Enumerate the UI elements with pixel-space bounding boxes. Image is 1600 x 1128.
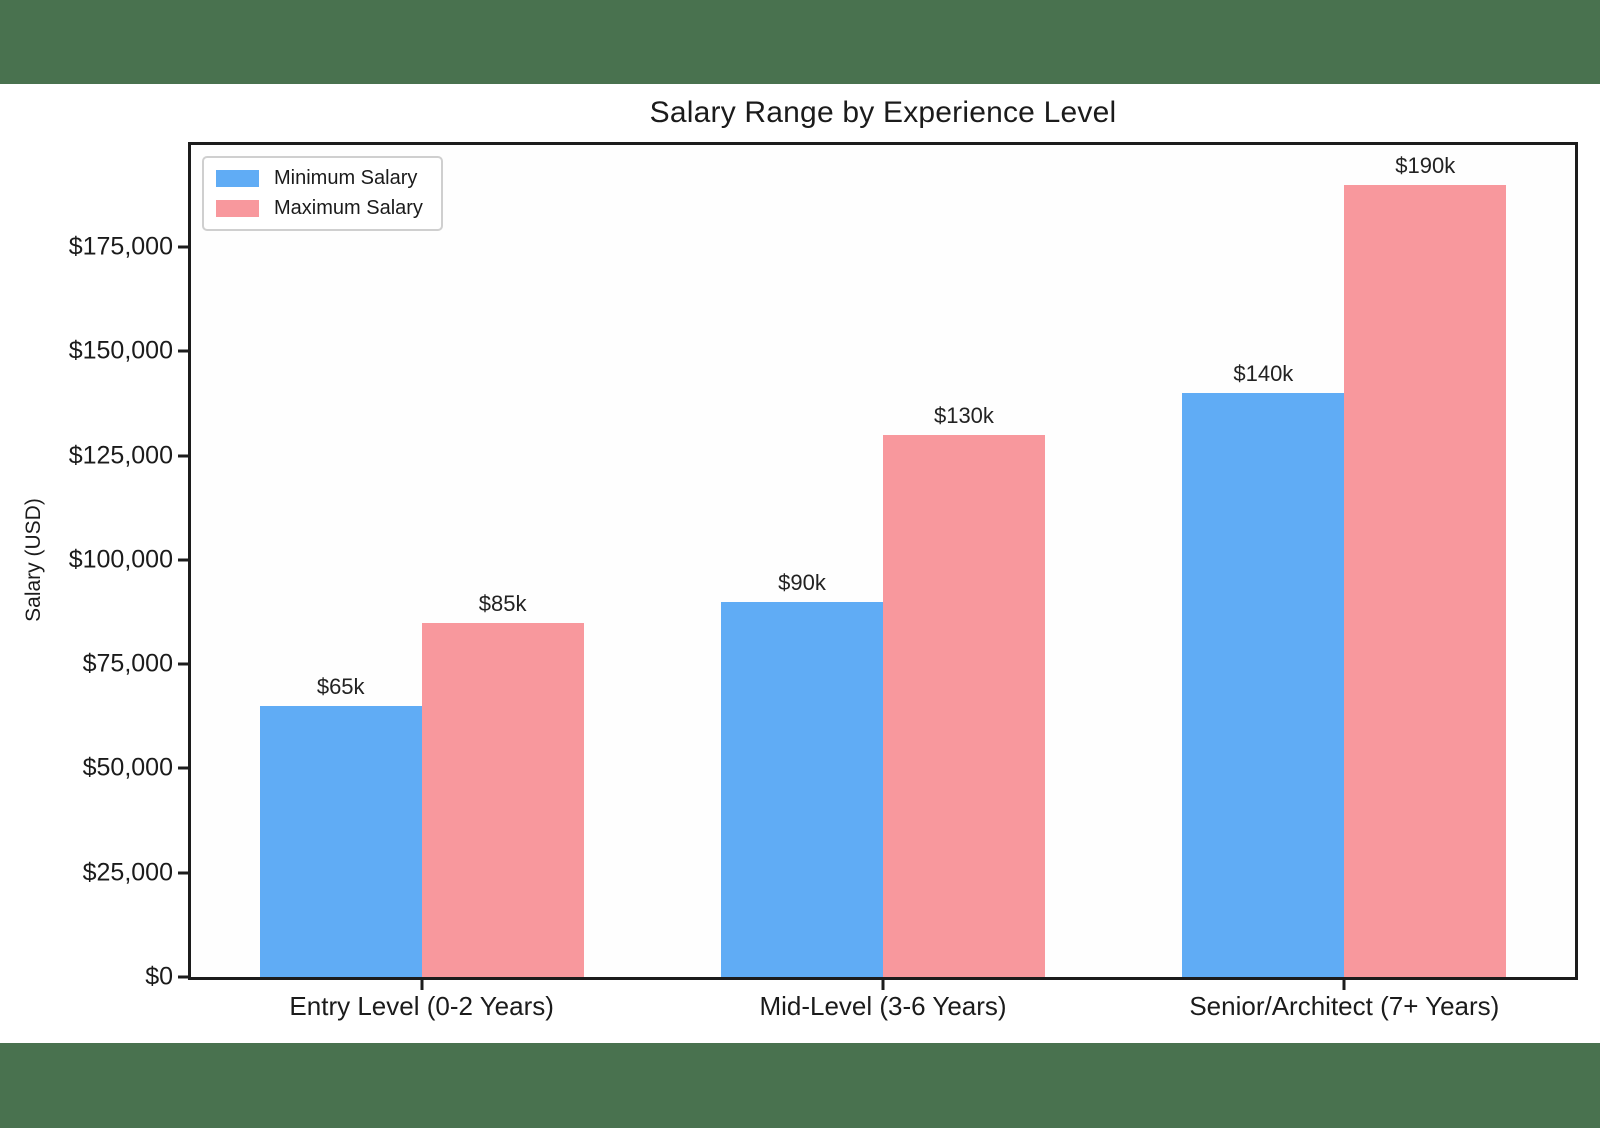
y-tick-label: $25,000	[82, 858, 173, 887]
y-tick-label: $100,000	[68, 545, 173, 574]
letterbox-bottom	[0, 1043, 1600, 1128]
y-axis-title: Salary (USD)	[22, 498, 45, 622]
bar-value-label: $90k	[778, 569, 826, 595]
figure-canvas: Salary Range by Experience Level Salary …	[0, 84, 1600, 1043]
bar-minimum-salary: $140k	[1182, 361, 1345, 977]
legend-entry: Maximum Salary	[216, 197, 423, 220]
y-tick-label: $50,000	[82, 753, 173, 782]
y-tick-mark	[178, 349, 188, 353]
legend-label: Maximum Salary	[274, 197, 423, 219]
x-tick-mark	[881, 980, 885, 990]
y-tick-label: $75,000	[82, 649, 173, 678]
bar-maximum-salary: $85k	[421, 591, 584, 977]
bar-minimum-salary: $65k	[259, 674, 422, 977]
y-tick-mark	[178, 766, 188, 770]
chart-title: Salary Range by Experience Level	[649, 96, 1117, 129]
y-tick-mark	[178, 871, 188, 875]
bar-value-label: $140k	[1233, 361, 1294, 387]
y-tick-label: $150,000	[68, 336, 173, 365]
bar-maximum-salary: $190k	[1344, 153, 1507, 977]
x-tick-mark	[420, 980, 424, 990]
bar-maximum-salary: $130k	[883, 403, 1045, 977]
legend-swatch	[216, 200, 259, 217]
letterbox-top	[0, 0, 1600, 84]
y-tick-label: $125,000	[68, 441, 173, 470]
y-tick-mark	[178, 975, 188, 979]
y-tick-mark	[178, 662, 188, 666]
y-tick-label: $175,000	[68, 232, 173, 261]
y-tick-mark	[178, 454, 188, 458]
legend-swatch	[216, 170, 259, 187]
x-category-label: Entry Level (0-2 Years)	[289, 991, 554, 1021]
legend: Minimum Salary Maximum Salary	[202, 156, 443, 231]
y-tick-mark	[178, 558, 188, 562]
bar-value-label: $190k	[1395, 152, 1456, 178]
bar-value-label: $85k	[478, 590, 527, 616]
x-tick-mark	[1342, 980, 1346, 990]
bar-value-label: $65k	[316, 673, 365, 699]
legend-label: Minimum Salary	[274, 167, 418, 189]
y-tick-label: $0	[145, 962, 173, 991]
x-category-label: Mid-Level (3-6 Years)	[759, 991, 1007, 1021]
plot-area: Minimum Salary Maximum Salary $0 $25,000 $5…	[69, 142, 1578, 1021]
y-tick-mark	[178, 245, 188, 249]
bar-minimum-salary: $90k	[721, 570, 883, 977]
legend-entry: Minimum Salary	[216, 167, 423, 190]
bar-value-label: $130k	[933, 402, 994, 428]
x-category-label: Senior/Architect (7+ Years)	[1189, 991, 1500, 1021]
